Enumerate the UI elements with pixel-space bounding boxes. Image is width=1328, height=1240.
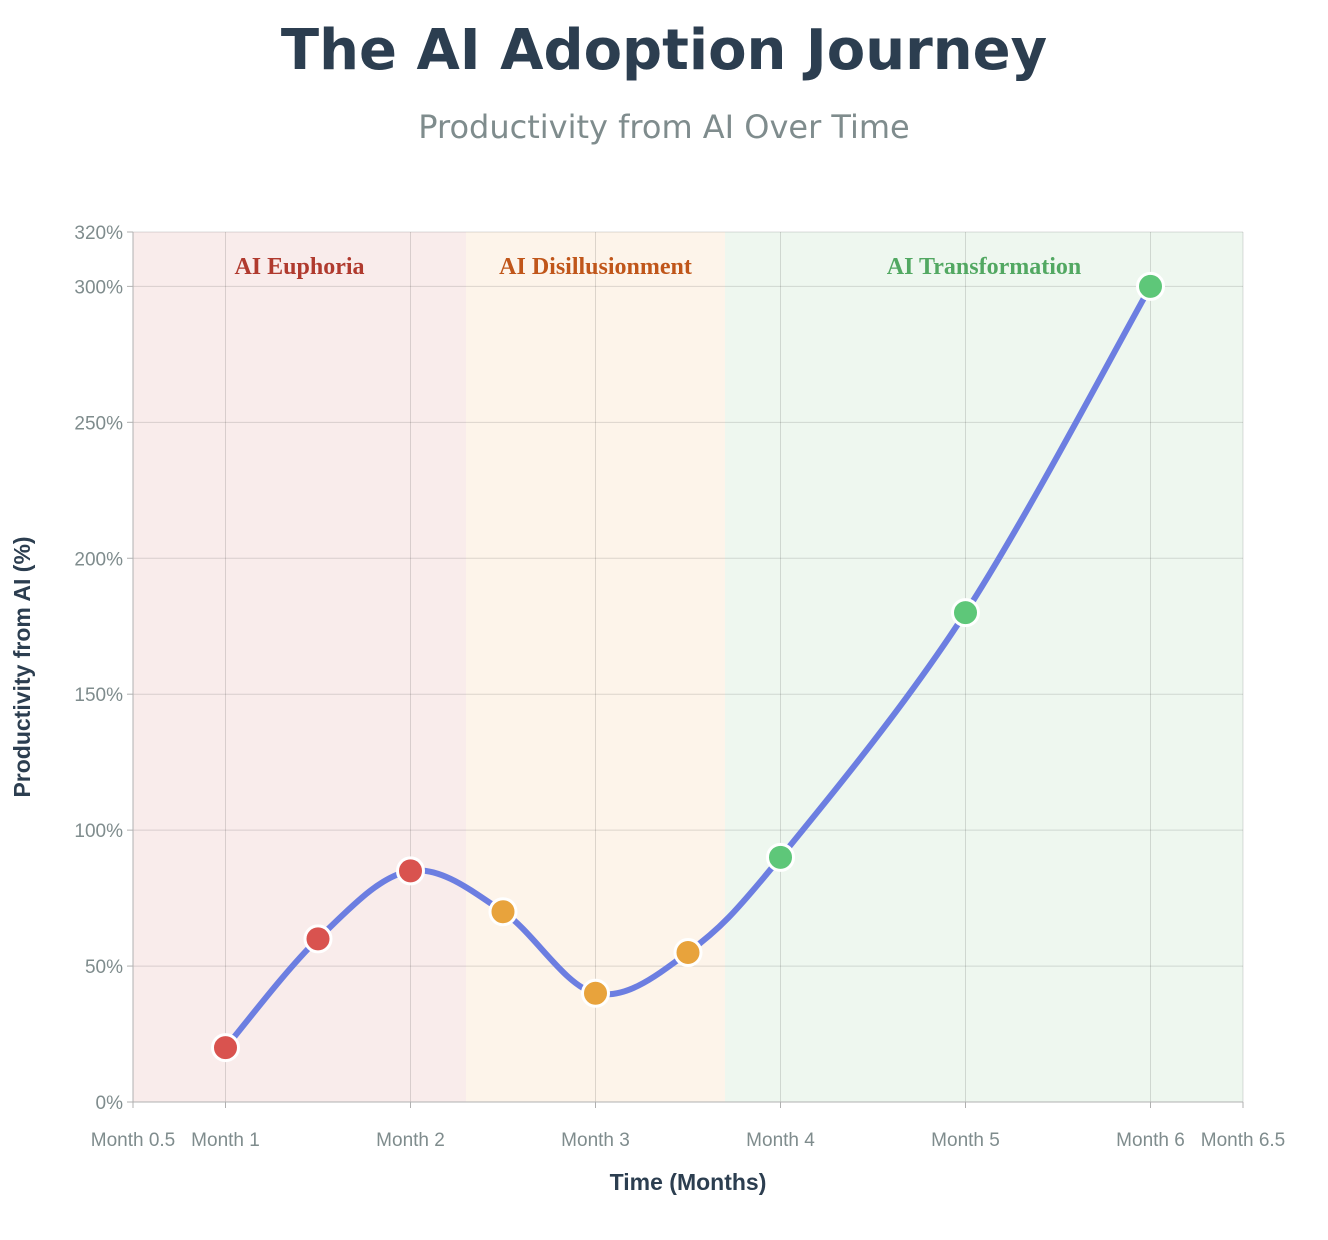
y-tick-label: 200%: [74, 549, 123, 570]
data-point[interactable]: [766, 842, 795, 872]
y-tick-label: 50%: [85, 957, 123, 978]
phase-label-ai-disillusionment: AI Disillusionment: [499, 254, 692, 280]
data-points: [211, 271, 1165, 1063]
axes: 0% 50% 100% 150% 200% 250% 300% 320% Month 0.5 Mo…: [74, 223, 1285, 1151]
data-point[interactable]: [673, 937, 703, 967]
data-point[interactable]: [303, 924, 333, 954]
phase-band-ai-euphoria: [133, 232, 466, 1102]
data-point[interactable]: [581, 978, 610, 1008]
x-tick-label: Month 1: [191, 1130, 260, 1151]
data-point[interactable]: [488, 897, 518, 927]
x-tick-label: Month 2: [376, 1130, 445, 1151]
phase-band-ai-transformation: [725, 232, 1243, 1102]
phase-bands: [133, 232, 1243, 1102]
phase-label-ai-euphoria: AI Euphoria: [234, 254, 364, 280]
y-tick-label: 300%: [74, 277, 123, 298]
x-tick-label: Month 0.5: [91, 1130, 176, 1151]
y-tick-label: 320%: [74, 223, 123, 244]
chart-title: The AI Adoption Journey: [280, 18, 1048, 83]
chart-subtitle: Productivity from AI Over Time: [418, 108, 910, 146]
x-tick-label: Month 6: [1116, 1130, 1185, 1151]
data-point[interactable]: [951, 598, 980, 628]
y-tick-label: 100%: [74, 821, 123, 842]
y-axis-title: Productivity from AI (%): [9, 536, 35, 797]
x-tick-label: Month 3: [561, 1130, 630, 1151]
x-axis-title: Time (Months): [610, 1169, 767, 1195]
phase-labels: AI Euphoria AI Disillusionment AI Transfor…: [234, 254, 1081, 280]
x-tick-label: Month 4: [746, 1130, 815, 1151]
data-point[interactable]: [1136, 271, 1165, 301]
phase-label-ai-transformation: AI Transformation: [887, 254, 1081, 280]
y-tick-label: 150%: [74, 685, 123, 706]
y-tick-label: 0%: [96, 1093, 124, 1114]
data-point[interactable]: [396, 856, 425, 886]
x-tick-label: Month 5: [931, 1130, 1000, 1151]
y-tick-label: 250%: [74, 413, 123, 434]
x-tick-label: Month 6.5: [1201, 1130, 1286, 1151]
data-point[interactable]: [211, 1033, 240, 1063]
